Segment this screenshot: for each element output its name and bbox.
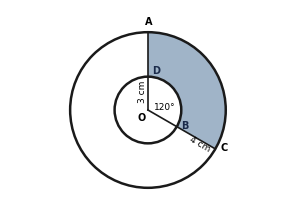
Text: A: A: [145, 17, 153, 27]
Wedge shape: [148, 77, 181, 127]
Text: D: D: [152, 66, 160, 75]
Text: 120°: 120°: [154, 103, 175, 112]
Text: 4 cm: 4 cm: [188, 135, 211, 154]
Wedge shape: [148, 32, 226, 149]
Text: C: C: [221, 143, 228, 153]
Text: B: B: [181, 121, 188, 130]
Text: O: O: [137, 113, 146, 123]
Text: 3 cm: 3 cm: [138, 81, 147, 103]
